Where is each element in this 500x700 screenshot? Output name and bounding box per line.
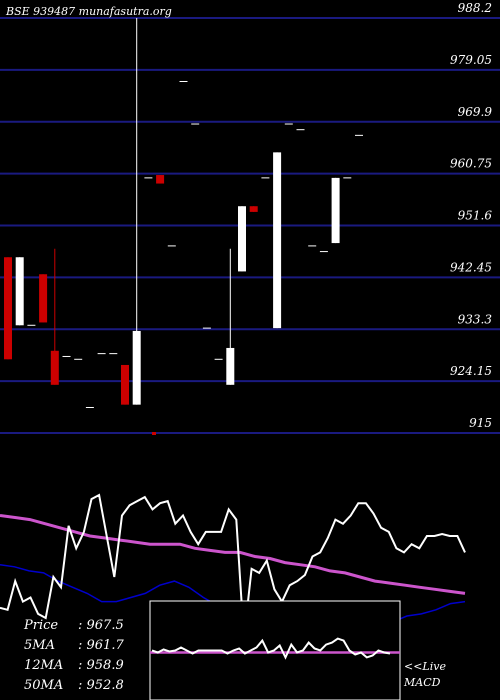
candle-body (249, 206, 258, 212)
price-tick-label: 942.45 (450, 260, 492, 274)
candle-body (331, 177, 340, 244)
candles-group (4, 18, 363, 435)
candle-body (238, 206, 246, 272)
candle-body (156, 175, 165, 184)
price-tick-label: 960.75 (450, 157, 492, 171)
legend-label: Price (23, 618, 58, 633)
price-grid: 988.2 979.05 969.9 960.75 951.6 942.45 933.3 92… (0, 1, 500, 434)
price-tick-label: 979.05 (450, 53, 492, 67)
macd-box (149, 600, 401, 700)
candle-body (15, 257, 24, 326)
price-tick-label: 988.2 (458, 1, 492, 15)
macd-panel (149, 600, 401, 700)
legend-value: : 967.5 (78, 618, 124, 633)
candle-body (121, 364, 129, 405)
macd-label-part: <<Live (404, 660, 446, 673)
candle-body (226, 347, 235, 385)
macd-label: <<Live MACD (403, 660, 446, 689)
legend-value: : 952.8 (78, 678, 124, 693)
price-tick-label: 915 (469, 416, 492, 430)
price-tick-label: 924.15 (450, 364, 492, 378)
legend-label: 5MA (24, 638, 55, 653)
price-line (0, 493, 466, 639)
watermark: BSE 939487 munafasutra.org (5, 5, 172, 18)
candle-body (132, 330, 141, 405)
legend-label: 12MA (24, 658, 63, 673)
candle-body (4, 257, 12, 360)
price-tick-label: 933.3 (458, 312, 493, 326)
candle-body (273, 152, 282, 329)
macd-line (151, 637, 391, 660)
candle-body (50, 350, 59, 385)
ma-long-line (0, 514, 466, 595)
macd-label-part: MACD (403, 676, 441, 689)
legend-value: : 958.9 (78, 658, 124, 673)
price-tick-label: 969.9 (458, 105, 493, 119)
tiny-mark (152, 432, 156, 435)
price-tick-label: 951.6 (458, 209, 493, 223)
candle-body (39, 274, 48, 323)
legend-value: : 961.7 (78, 638, 124, 653)
legend-label: 50MA (24, 678, 63, 693)
legend: Price : 967.5 5MA : 961.7 12MA : 958.9 50MA : 9… (23, 618, 124, 693)
